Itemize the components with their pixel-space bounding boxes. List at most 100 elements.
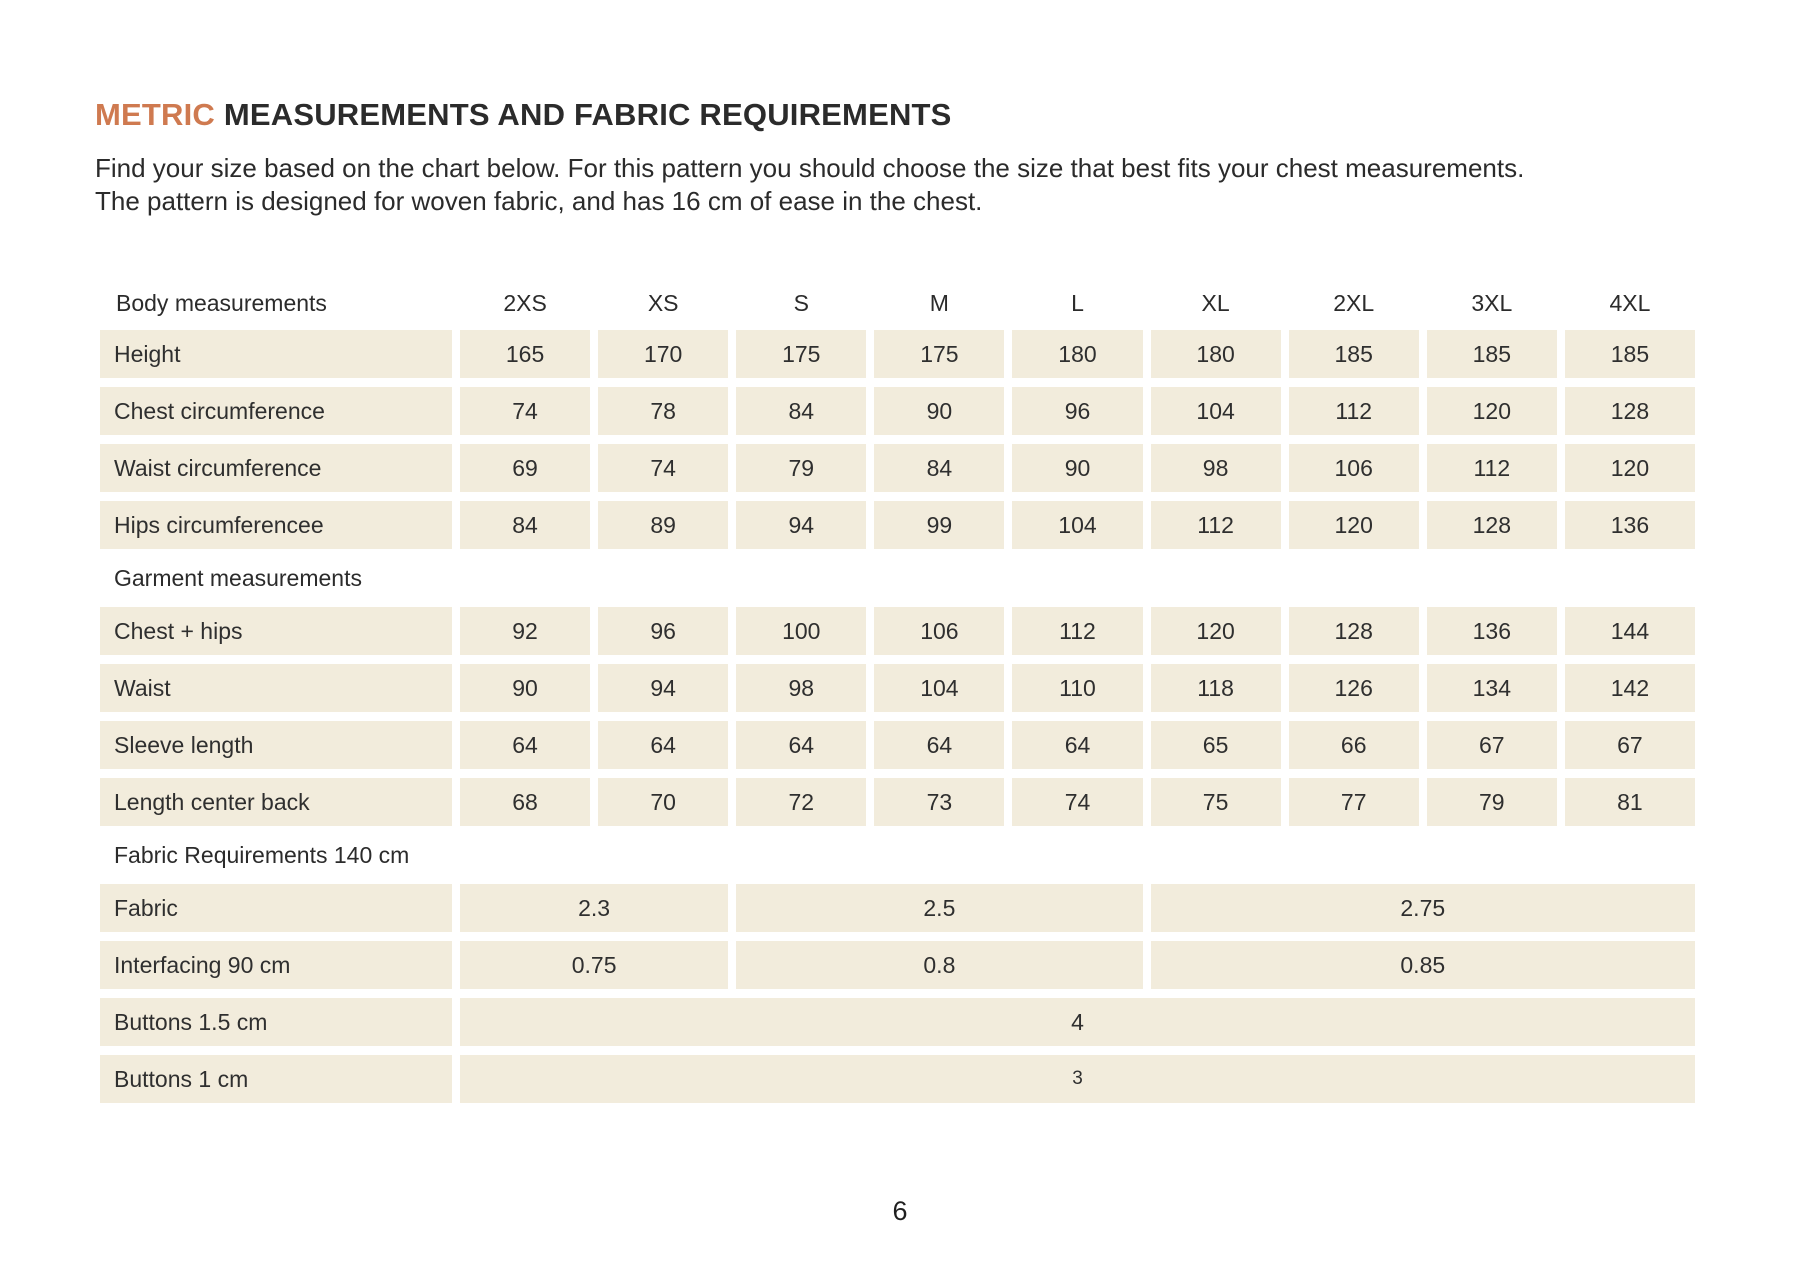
row-label: Hips circumferencee	[100, 501, 452, 549]
value-cell: 66	[1288, 721, 1419, 769]
value-cell: 84	[736, 387, 867, 435]
value-cell: 84	[460, 501, 591, 549]
page-number: 6	[892, 1196, 908, 1226]
value-cell: 126	[1288, 664, 1419, 712]
value-cell: 79	[736, 444, 867, 492]
value-cell: 90	[460, 664, 591, 712]
value-cell: 180	[1012, 330, 1143, 378]
value-cell: 136	[1564, 501, 1695, 549]
merged-value-cell: 2.5	[736, 884, 1143, 932]
value-cell: 106	[1288, 444, 1419, 492]
value-cell: 120	[1564, 444, 1695, 492]
row-label: Interfacing 90 cm	[100, 941, 452, 989]
value-cell: 106	[874, 607, 1005, 655]
value-cell: 90	[874, 387, 1005, 435]
value-cell: 112	[1426, 444, 1557, 492]
row-label: Waist circumference	[100, 444, 452, 492]
value-cell: 64	[736, 721, 867, 769]
row-label: Length center back	[100, 778, 452, 826]
size-column-header: L	[1071, 289, 1084, 316]
value-cell: 165	[460, 330, 591, 378]
table-row-merged: Interfacing 90 cm 0.75 0.8 0.85	[100, 941, 1695, 989]
merged-value-cell: 0.75	[460, 941, 729, 989]
size-column-header: 2XS	[503, 289, 547, 316]
value-cell: 128	[1288, 607, 1419, 655]
value-cell: 170	[598, 330, 729, 378]
value-cell: 75	[1150, 778, 1281, 826]
value-cell: 64	[598, 721, 729, 769]
row-label: Chest circumference	[100, 387, 452, 435]
value-cell: 185	[1288, 330, 1419, 378]
section-row: Garment measurements	[100, 558, 1695, 598]
intro-paragraph: Find your size based on the chart below.…	[95, 153, 1525, 217]
value-cell: 100	[736, 607, 867, 655]
value-cell: 78	[598, 387, 729, 435]
page-title-rest: MEASUREMENTS AND FABRIC REQUIREMENTS	[223, 97, 952, 132]
merged-value-cell: 2.75	[1150, 884, 1695, 932]
value-cell: 110	[1012, 664, 1143, 712]
value-cell: 144	[1564, 607, 1695, 655]
value-cell: 112	[1150, 501, 1281, 549]
row-label: Fabric	[100, 884, 452, 932]
value-cell: 96	[1012, 387, 1143, 435]
value-cell: 120	[1288, 501, 1419, 549]
section-header: Garment measurements	[100, 558, 1695, 598]
size-column-header: 4XL	[1609, 289, 1651, 316]
value-cell: 112	[1288, 387, 1419, 435]
value-cell: 67	[1564, 721, 1695, 769]
value-cell: 128	[1426, 501, 1557, 549]
value-cell: 142	[1564, 664, 1695, 712]
table-row: Sleeve length 64 64 64 64 64 65 66 67 67	[100, 721, 1695, 769]
value-cell: 112	[1012, 607, 1143, 655]
value-cell: 77	[1288, 778, 1419, 826]
value-cell: 89	[598, 501, 729, 549]
table-row: Hips circumferencee 84 89 94 99 104 112 120 128 1…	[100, 501, 1695, 549]
value-cell: 98	[1150, 444, 1281, 492]
value-cell: 74	[598, 444, 729, 492]
table-row: Chest + hips 92 96 100 106 112 120 128 136 144	[100, 607, 1695, 655]
value-cell: 65	[1150, 721, 1281, 769]
size-column-header: 3XL	[1471, 289, 1513, 316]
section-row: Fabric Requirements 140 cm	[100, 835, 1695, 875]
value-cell: 104	[1150, 387, 1281, 435]
value-cell: 99	[874, 501, 1005, 549]
value-cell: 185	[1564, 330, 1695, 378]
value-cell: 90	[1012, 444, 1143, 492]
value-cell: 98	[736, 664, 867, 712]
value-cell: 136	[1426, 607, 1557, 655]
value-cell: 64	[460, 721, 591, 769]
value-cell: 180	[1150, 330, 1281, 378]
value-cell: 64	[1012, 721, 1143, 769]
value-cell: 134	[1426, 664, 1557, 712]
value-cell: 92	[460, 607, 591, 655]
value-cell: 68	[460, 778, 591, 826]
value-cell: 94	[598, 664, 729, 712]
value-cell: 185	[1426, 330, 1557, 378]
value-cell: 128	[1564, 387, 1695, 435]
value-cell: 79	[1426, 778, 1557, 826]
value-cell: 72	[736, 778, 867, 826]
table-row: Height 165 170 175 175 180 180 185 185 185	[100, 330, 1695, 378]
label-column-header: Body measurements	[116, 289, 327, 316]
value-cell: 96	[598, 607, 729, 655]
table-row-merged: Buttons 1 cm 3	[100, 1055, 1695, 1103]
merged-value-cell: 0.85	[1150, 941, 1695, 989]
value-cell: 81	[1564, 778, 1695, 826]
merged-value-cell: 0.8	[736, 941, 1143, 989]
value-cell: 74	[460, 387, 591, 435]
value-cell: 120	[1426, 387, 1557, 435]
size-column-header: M	[929, 289, 949, 316]
value-cell: 175	[736, 330, 867, 378]
value-cell: 94	[736, 501, 867, 549]
value-cell: 74	[1012, 778, 1143, 826]
value-cell: 70	[598, 778, 729, 826]
page-title: METRIC MEASUREMENTS AND FABRIC REQUIREME…	[95, 97, 952, 133]
value-cell: 118	[1150, 664, 1281, 712]
merged-value-cell: 4	[460, 998, 1695, 1046]
value-cell: 64	[874, 721, 1005, 769]
table-row: Chest circumference 74 78 84 90 96 104 112 120 12…	[100, 387, 1695, 435]
value-cell: 67	[1426, 721, 1557, 769]
value-cell: 104	[1012, 501, 1143, 549]
table-row-merged: Fabric 2.3 2.5 2.75	[100, 884, 1695, 932]
